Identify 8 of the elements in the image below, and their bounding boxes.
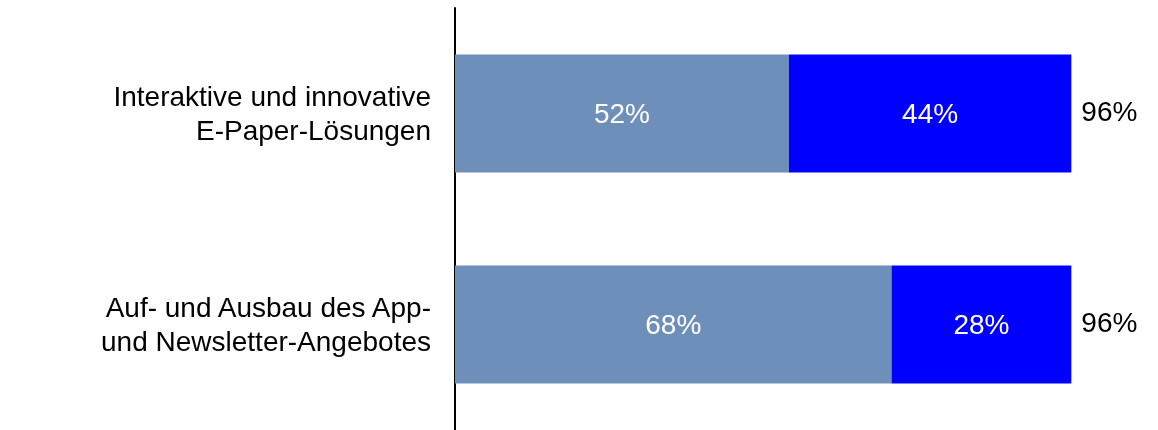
- data-label: 44%: [902, 98, 959, 129]
- data-label: 68%: [645, 309, 702, 340]
- y-tick-label: Interaktive und innovative E-Paper-Lösungen: [113, 81, 431, 146]
- total-label: 96%: [1081, 307, 1138, 338]
- data-label: 28%: [953, 309, 1010, 340]
- y-tick-label: Auf- und Ausbau des App- und Newsletter-Angebotes: [101, 292, 431, 357]
- data-label: 52%: [593, 98, 650, 129]
- total-label: 96%: [1081, 96, 1138, 127]
